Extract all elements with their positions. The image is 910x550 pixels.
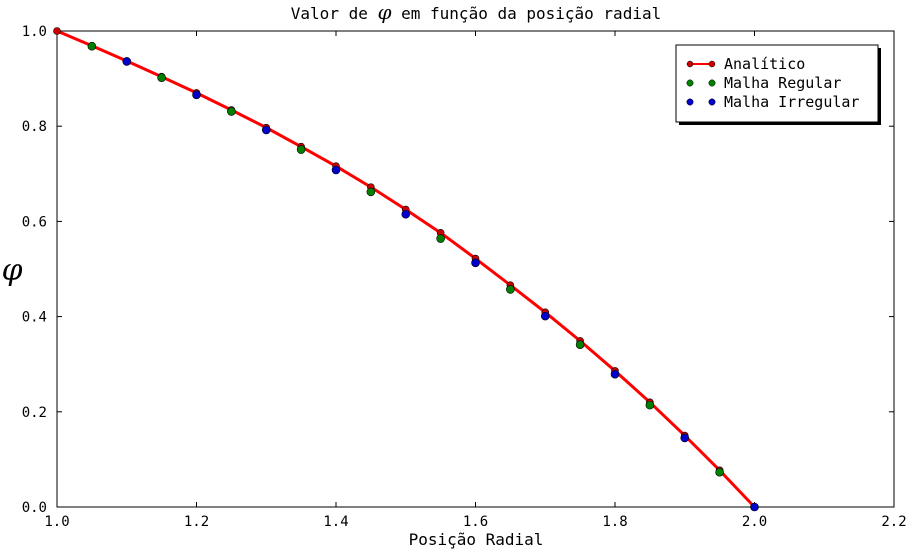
x-tick-label: 1.6: [463, 514, 488, 530]
data-point: [366, 187, 376, 197]
legend-item: Malha Irregular: [686, 93, 859, 111]
x-tick-label: 1.0: [44, 514, 69, 530]
data-point: [53, 27, 61, 35]
legend-item: Malha Regular: [686, 74, 841, 92]
data-point: [680, 433, 690, 443]
series-line: [56, 29, 756, 509]
legend-marker: [708, 79, 716, 87]
legend-marker: [686, 79, 694, 87]
tick-group: 1.0 1.2 1.4 1.6 1.8 2.0 2.2 0.0 0.2 0.4 0.6 0.8 1.0: [22, 24, 907, 530]
y-tick-label: 0.8: [22, 119, 47, 135]
chart-title-prefix: Valor de: [291, 4, 378, 23]
data-point: [157, 73, 166, 82]
x-tick-label: 1.2: [184, 514, 209, 530]
data-point: [471, 258, 480, 268]
legend-marker: [686, 98, 694, 106]
data-point: [261, 125, 271, 135]
series-3: [122, 57, 759, 512]
y-tick-label: 0.4: [22, 310, 47, 326]
data-point: [750, 502, 759, 512]
y-tick-label: 0.2: [22, 405, 47, 421]
legend-label: Malha Regular: [724, 74, 841, 92]
y-tick-label: 1.0: [22, 24, 47, 40]
x-axis-label: Posição Radial: [409, 530, 544, 549]
data-point: [506, 285, 515, 294]
series-2: [87, 41, 724, 477]
data-point: [227, 107, 236, 116]
data-point: [296, 145, 306, 154]
y-tick-label: 0.6: [22, 214, 47, 230]
legend-label: Analítico: [724, 55, 805, 73]
data-point: [401, 209, 411, 219]
x-tick-label: 2.0: [742, 514, 767, 530]
data-point: [715, 467, 724, 477]
data-point: [87, 41, 97, 51]
series-1: [53, 27, 759, 511]
series-group: [53, 27, 759, 512]
chart-title-suffix: em função da posição radial: [392, 4, 662, 23]
legend-item: Analítico: [686, 55, 805, 73]
x-tick-label: 1.4: [323, 514, 348, 530]
data-point: [540, 311, 550, 321]
data-point: [645, 400, 655, 410]
data-point: [331, 165, 341, 175]
data-point: [610, 369, 620, 379]
data-point: [575, 340, 585, 349]
data-point: [192, 90, 201, 100]
legend-label: Malha Irregular: [724, 93, 859, 111]
y-tick-label: 0.0: [22, 500, 47, 516]
legend-marker: [708, 98, 716, 106]
data-point: [436, 234, 445, 243]
legend-marker: [686, 60, 694, 68]
chart-title-symbol: φ: [377, 0, 391, 24]
x-tick-label: 2.2: [881, 514, 906, 530]
legend-marker: [708, 60, 716, 68]
data-point: [122, 57, 132, 66]
x-tick-label: 1.8: [602, 514, 627, 530]
y-axis-label: φ: [1, 253, 22, 288]
chart-title: Valor de φ em função da posição radial: [291, 0, 661, 24]
